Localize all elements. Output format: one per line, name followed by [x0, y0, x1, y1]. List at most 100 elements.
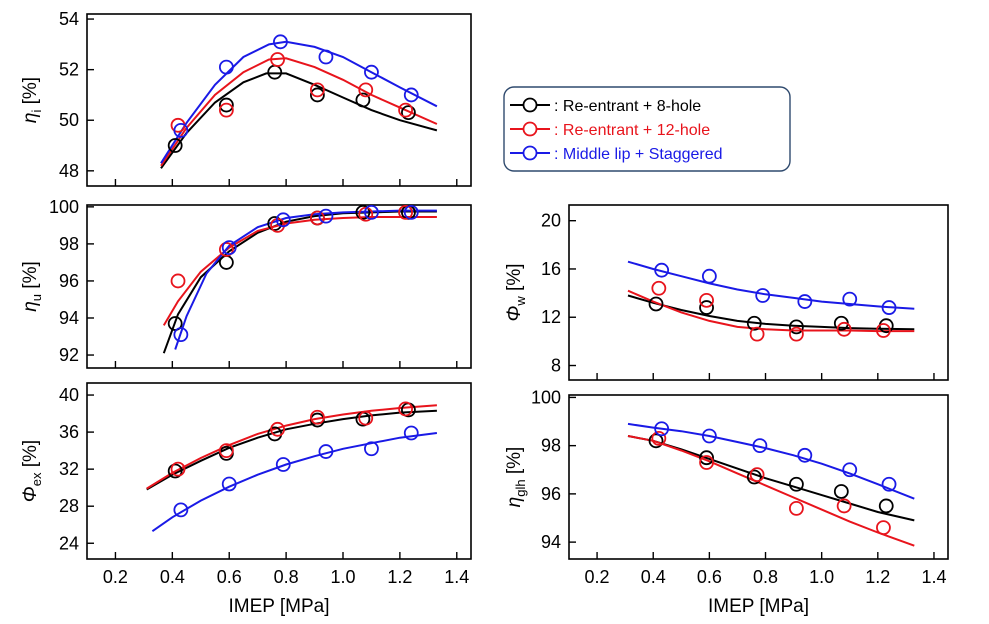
data-point-re-entrant-8-hole [267, 216, 283, 231]
data-point-re-entrant-12-hole [398, 205, 413, 220]
x-tick-label: 0.4 [160, 567, 185, 587]
data-point-re-entrant-12-hole [651, 280, 667, 296]
y-tick-label: 12 [541, 307, 561, 327]
data-point-middle-lip-staggered [364, 64, 379, 80]
data-point-re-entrant-12-hole [358, 410, 374, 426]
data-point-re-entrant-12-hole [358, 82, 374, 98]
data-point-re-entrant-8-hole [355, 205, 371, 220]
chart-eta_glh: 0.2 0.4 0.6 0.8 1.0 1.2 1.4 94 96 98 100 ηglh [%] IM… [504, 387, 949, 617]
data-point-re-entrant-12-hole [789, 500, 804, 516]
legend: : Re-entrant + 8-hole : Re-entrant + 12-h… [503, 86, 791, 172]
data-point-middle-lip-staggered [275, 212, 291, 228]
y-tick-label: 8 [551, 356, 561, 376]
plot-frame [86, 13, 472, 187]
y-axis-unit: [%] [504, 263, 525, 296]
data-point-re-entrant-12-hole [309, 210, 325, 226]
data-point-middle-lip-staggered [364, 441, 379, 457]
fit-line-re-entrant-8-hole [162, 210, 437, 354]
data-point-re-entrant-12-hole [218, 102, 234, 118]
y-tick-label: 48 [59, 161, 79, 181]
data-point-re-entrant-12-hole [651, 431, 667, 446]
data-point-re-entrant-12-hole [699, 292, 714, 308]
x-tick-label: 0.2 [103, 567, 128, 587]
fit-line-re-entrant-8-hole [627, 294, 915, 331]
y-axis-unit: [%] [504, 447, 525, 480]
data-point-re-entrant-12-hole [270, 52, 285, 67]
y-tick-label: 36 [59, 422, 79, 442]
data-point-re-entrant-12-hole [218, 242, 234, 257]
data-point-middle-lip-staggered [403, 87, 419, 103]
data-point-middle-lip-staggered [403, 205, 419, 220]
plot-frame [568, 204, 949, 381]
legend-label-middle-lip-staggered: : Middle lip + Staggered [554, 146, 723, 163]
x-tick-label: 1.2 [865, 567, 890, 587]
y-axis-symbol: Φ [20, 486, 41, 502]
y-axis-unit: [%] [20, 77, 41, 110]
chart-phi_w: 8 12 16 20 Φw [%] [504, 204, 949, 381]
data-point-re-entrant-8-hole [309, 87, 325, 103]
data-point-middle-lip-staggered [701, 428, 717, 444]
y-axis-title: Φw [%] [504, 263, 528, 321]
x-tick-label: 1.4 [921, 567, 946, 587]
data-point-middle-lip-staggered [403, 425, 419, 441]
data-point-re-entrant-12-hole [218, 443, 234, 459]
y-tick-label: 28 [59, 496, 79, 516]
data-point-re-entrant-12-hole [170, 461, 186, 477]
data-point-re-entrant-8-hole [218, 97, 234, 113]
plot-frame [568, 394, 949, 560]
data-point-re-entrant-12-hole [836, 321, 852, 337]
x-axis-title: IMEP [MPa] [228, 596, 329, 617]
plot-frame [86, 204, 472, 369]
y-tick-label: 98 [59, 234, 79, 254]
y-tick-label: 92 [59, 345, 79, 365]
data-point-middle-lip-staggered [218, 59, 234, 75]
y-tick-label: 96 [541, 484, 561, 504]
data-point-middle-lip-staggered [654, 262, 670, 278]
y-axis-subscript: ex [29, 472, 44, 486]
legend-label-re-entrant-8-hole: : Re-entrant + 8-hole [554, 98, 701, 115]
fit-line-middle-lip-staggered [174, 209, 437, 350]
data-point-re-entrant-8-hole [746, 469, 762, 485]
data-point-re-entrant-12-hole [749, 467, 765, 482]
data-point-middle-lip-staggered [221, 476, 237, 492]
data-point-re-entrant-8-hole [699, 300, 714, 315]
fit-line-middle-lip-staggered [160, 40, 438, 164]
chart-eta_i: 48 50 52 54 ηi [%] [20, 9, 472, 187]
x-tick-label: 0.6 [697, 567, 722, 587]
y-tick-label: 94 [541, 532, 561, 552]
fit-line-re-entrant-12-hole [627, 435, 915, 547]
y-axis-symbol: Φ [504, 306, 525, 322]
y-tick-label: 40 [59, 385, 79, 405]
fit-line-middle-lip-staggered [151, 432, 438, 533]
y-axis-title: Φex [%] [20, 440, 44, 502]
legend-marker-re-entrant-8-hole [522, 97, 538, 113]
fit-line-re-entrant-12-hole [160, 57, 438, 167]
data-point-re-entrant-8-hole [267, 64, 283, 80]
x-tick-label: 0.8 [753, 567, 778, 587]
data-point-re-entrant-8-hole [167, 138, 183, 153]
y-axis-title: ηu [%] [20, 261, 44, 312]
fit-line-re-entrant-8-hole [146, 409, 437, 491]
data-point-re-entrant-8-hole [355, 92, 371, 108]
data-point-middle-lip-staggered [318, 444, 334, 459]
x-tick-label: 0.8 [274, 567, 299, 587]
y-tick-label: 52 [59, 60, 79, 80]
x-axis-title: IMEP [MPa] [708, 596, 809, 617]
x-tick-label: 1.2 [387, 567, 412, 587]
y-tick-label: 16 [541, 259, 561, 279]
data-point-re-entrant-12-hole [749, 326, 765, 342]
y-axis-title: ηi [%] [20, 77, 44, 123]
y-axis-symbol: η [20, 113, 41, 124]
y-tick-label: 98 [541, 436, 561, 456]
data-point-re-entrant-12-hole [398, 401, 413, 417]
x-tick-label: 1.4 [444, 567, 469, 587]
data-point-re-entrant-12-hole [270, 421, 285, 437]
x-tick-label: 1.0 [809, 567, 834, 587]
legend-label-re-entrant-12-hole: : Re-entrant + 12-hole [554, 122, 710, 139]
data-point-middle-lip-staggered [273, 34, 288, 50]
y-tick-label: 24 [59, 533, 79, 553]
data-point-middle-lip-staggered [173, 327, 189, 343]
data-point-re-entrant-12-hole [699, 455, 714, 470]
data-point-middle-lip-staggered [842, 462, 858, 478]
y-tick-label: 50 [59, 110, 79, 130]
